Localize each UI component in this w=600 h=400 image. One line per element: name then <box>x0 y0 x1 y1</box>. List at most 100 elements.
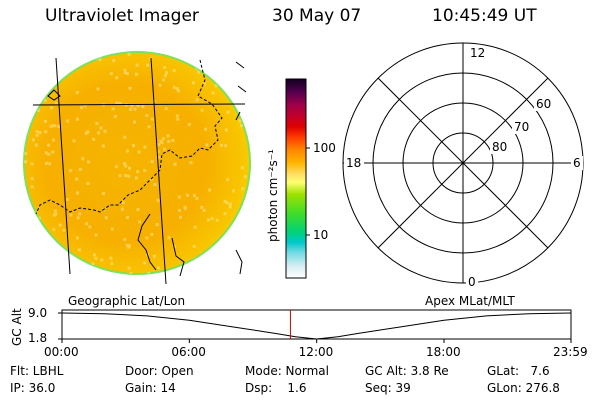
image-pixel <box>183 205 187 209</box>
image-pixel <box>75 90 79 94</box>
image-pixel <box>30 177 34 181</box>
image-pixel <box>84 131 88 135</box>
image-pixel <box>37 216 41 220</box>
image-pixel <box>51 251 55 255</box>
image-pixel <box>147 271 151 274</box>
image-pixel <box>236 267 240 271</box>
image-pixel <box>109 72 113 76</box>
image-pixel <box>163 66 167 69</box>
image-pixel <box>31 138 35 142</box>
image-pixel <box>94 233 98 237</box>
image-pixel <box>214 72 218 76</box>
image-pixel <box>110 227 114 231</box>
image-pixel <box>96 87 100 91</box>
image-pixel <box>62 60 66 64</box>
image-pixel <box>53 209 57 213</box>
image-pixel <box>99 126 103 130</box>
image-pixel <box>126 216 129 219</box>
image-pixel <box>128 86 132 90</box>
image-pixel <box>27 57 31 61</box>
image-pixel <box>143 169 147 172</box>
image-pixel <box>78 212 82 216</box>
image-pixel <box>51 150 55 154</box>
image-pixel <box>24 160 27 164</box>
image-pixel <box>38 131 42 134</box>
image-pixel <box>215 218 219 222</box>
image-pixel <box>150 117 154 121</box>
altitude-curve <box>61 312 572 340</box>
image-pixel <box>62 228 66 232</box>
image-pixel <box>69 213 73 217</box>
image-pixel <box>47 143 50 147</box>
image-pixel <box>97 131 101 135</box>
footer-field: Door: Open <box>125 364 194 378</box>
image-pixel <box>192 244 196 248</box>
image-pixel <box>44 130 48 134</box>
lat-label-80: 80 <box>492 140 508 154</box>
image-pixel <box>239 124 243 128</box>
image-pixel <box>54 54 58 58</box>
image-pixel <box>210 217 214 220</box>
image-pixel <box>42 67 46 71</box>
image-pixel <box>135 63 139 67</box>
image-pixel <box>179 215 182 219</box>
image-pixel <box>51 124 55 128</box>
image-pixel <box>50 106 54 110</box>
image-pixel <box>41 247 45 251</box>
image-pixel <box>112 59 116 63</box>
image-pixel <box>173 245 177 248</box>
image-pixel <box>132 144 135 148</box>
image-pixel <box>145 236 149 240</box>
image-pixel <box>157 143 161 147</box>
image-pixel <box>208 188 212 192</box>
image-pixel <box>62 270 66 274</box>
image-pixel <box>241 187 245 191</box>
footer-field: GLat: 7.6 <box>487 364 550 378</box>
image-pixel <box>171 138 175 142</box>
image-pixel <box>220 143 223 147</box>
image-pixel <box>164 74 167 78</box>
footer-field: GC Alt: 3.8 Re <box>365 364 449 378</box>
image-pixel <box>47 152 51 156</box>
image-pixel <box>147 125 151 129</box>
image-pixel <box>52 138 55 142</box>
footer-field: Seq: 39 <box>365 381 411 395</box>
footer-field: Gain: 14 <box>125 381 176 395</box>
image-pixel <box>28 92 32 96</box>
image-pixel <box>52 228 56 232</box>
image-pixel <box>114 165 118 169</box>
image-pixel <box>156 149 160 153</box>
mlt-label-0: 0 <box>468 275 476 289</box>
image-pixel <box>240 166 244 170</box>
image-pixel <box>72 139 76 143</box>
image-pixel <box>86 130 90 134</box>
image-pixel <box>95 121 99 125</box>
image-pixel <box>135 72 138 76</box>
image-pixel <box>163 147 166 151</box>
image-pixel <box>164 107 168 111</box>
altitude-tick-1.8: 1.8 <box>28 331 48 345</box>
image-pixel <box>78 167 82 171</box>
image-pixel <box>54 212 58 216</box>
x-tick-label: 18:00 <box>426 345 461 359</box>
uv-image <box>23 51 251 285</box>
image-pixel <box>111 107 115 111</box>
image-pixel <box>88 225 92 229</box>
image-pixel <box>49 124 53 128</box>
image-pixel <box>30 162 34 166</box>
image-pixel <box>156 198 160 202</box>
image-pixel <box>128 166 131 170</box>
image-pixel <box>175 87 179 91</box>
image-pixel <box>224 128 228 132</box>
image-pixel <box>66 119 70 123</box>
image-pixel <box>172 86 176 90</box>
image-pixel <box>24 269 28 273</box>
image-pixel <box>205 143 209 147</box>
image-pixel <box>121 200 125 204</box>
image-pixel <box>125 243 129 247</box>
image-pixel <box>103 129 107 133</box>
x-tick-label: 23:59 <box>553 345 588 359</box>
image-pixel <box>94 256 98 260</box>
image-pixel <box>195 98 199 102</box>
image-pixel <box>75 177 79 181</box>
